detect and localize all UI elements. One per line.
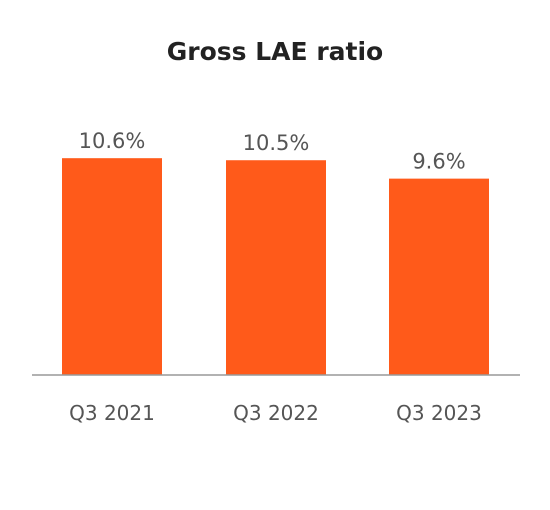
bar-q3-2021 <box>62 158 162 375</box>
data-label: 10.5% <box>243 131 310 155</box>
x-tick-label: Q3 2023 <box>396 401 482 425</box>
bar-q3-2023 <box>389 178 489 375</box>
x-tick-labels-layer: Q3 2021 Q3 2022 Q3 2023 <box>69 401 482 425</box>
data-label: 10.6% <box>79 129 146 153</box>
data-labels-layer: 10.6% 10.5% 9.6% <box>79 129 466 173</box>
bar-q3-2022 <box>226 160 326 375</box>
data-label: 9.6% <box>412 150 465 174</box>
x-tick-label: Q3 2022 <box>233 401 319 425</box>
chart-title: Gross LAE ratio <box>167 37 383 66</box>
bars-layer <box>62 158 489 375</box>
x-tick-label: Q3 2021 <box>69 401 155 425</box>
